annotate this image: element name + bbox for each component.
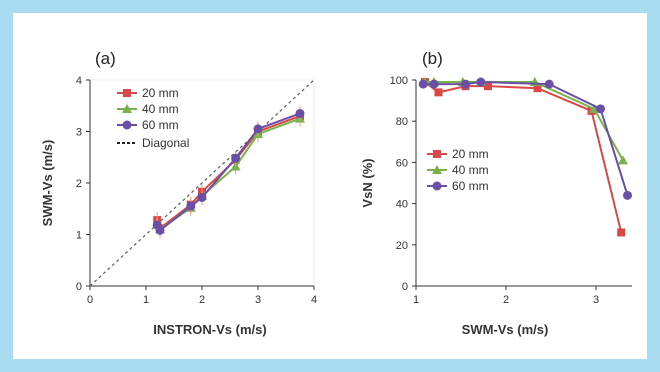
legend-swatch-marker-0-2 — [122, 120, 132, 130]
y-tick-label-1-3: 60 — [396, 157, 408, 169]
data-point-1-0-1 — [434, 88, 443, 97]
data-point-1-0-3 — [484, 82, 492, 91]
y-tick-label-0-4: 4 — [76, 75, 82, 87]
y-axis-label-a: SWM-Vs (m/s) — [40, 140, 55, 227]
data-point-1-2-1 — [429, 79, 439, 89]
legend-swatch-marker-1-1 — [432, 165, 442, 174]
y-tick-label-0-0: 0 — [76, 281, 82, 293]
data-point-0-2-2 — [186, 201, 196, 211]
x-tick-label-1-0: 1 — [413, 294, 419, 306]
legend-a: 20 mm 40 mm 60 mm Diagonal — [117, 86, 189, 150]
ticks-b: 1 2 3 0 20 40 60 80 100 — [390, 75, 599, 306]
data-point-0-2-3 — [197, 192, 207, 202]
y-tick-label-1-0: 0 — [402, 281, 408, 293]
legend-b: 20 mm 40 mm 60 mm — [427, 147, 489, 193]
panel-label-a: (a) — [95, 49, 116, 68]
x-tick-label-1-1: 2 — [503, 294, 509, 306]
legend-swatch-marker-1-0 — [433, 150, 441, 158]
y-tick-label-1-5: 100 — [390, 75, 408, 87]
x-tick-label-0-0: 0 — [87, 294, 93, 306]
legend-a-diagonal: Diagonal — [142, 136, 189, 150]
x-tick-label-0-3: 3 — [255, 294, 261, 306]
data-point-0-2-6 — [295, 108, 305, 118]
y-axis-label-b: VsN (%) — [360, 158, 375, 207]
panel-label-b: (b) — [422, 49, 443, 68]
data-point-0-2-1 — [155, 225, 165, 235]
legend-swatch-marker-1-2 — [432, 181, 442, 191]
data-point-0-2-5 — [253, 124, 263, 134]
chart-b: (b) 1 2 3 0 20 40 60 80 100 SWM-Vs (m/s) VsN (%)… — [360, 49, 632, 337]
y-tick-label-1-2: 40 — [396, 199, 408, 211]
x-axis-label-a: INSTRON-Vs (m/s) — [153, 322, 266, 337]
legend-b-60mm: 60 mm — [452, 179, 489, 193]
data-point-1-2-3 — [476, 77, 486, 87]
data-point-1-2-5 — [596, 104, 605, 114]
y-tick-label-0-2: 2 — [76, 178, 82, 190]
figure-panel — [13, 13, 647, 359]
legend-a-20mm: 20 mm — [142, 86, 179, 100]
series-a — [152, 105, 305, 239]
data-point-0-2-4 — [231, 153, 241, 163]
y-tick-label-1-4: 80 — [396, 116, 408, 128]
x-tick-label-0-1: 1 — [143, 294, 149, 306]
series-b — [418, 77, 632, 237]
data-point-1-2-2 — [461, 79, 470, 89]
legend-a-40mm: 40 mm — [142, 102, 179, 116]
data-point-1-0-6 — [617, 228, 626, 237]
data-point-1-2-0 — [418, 79, 428, 89]
x-tick-label-1-2: 3 — [593, 294, 599, 306]
y-tick-label-1-1: 20 — [396, 240, 408, 252]
data-point-1-2-6 — [623, 190, 632, 200]
y-tick-label-0-1: 1 — [76, 230, 82, 242]
chart-a: (a) 0 1 2 3 4 0 1 2 3 4 INSTRON-Vs (m/s) SWM-Vs (… — [40, 49, 317, 337]
data-point-1-1-6 — [618, 155, 628, 165]
legend-swatch-marker-0-1 — [122, 104, 132, 113]
data-point-1-0-4 — [533, 84, 542, 93]
y-tick-label-0-3: 3 — [76, 127, 82, 139]
x-tick-label-0-2: 2 — [199, 294, 205, 306]
legend-a-60mm: 60 mm — [142, 118, 179, 132]
legend-b-20mm: 20 mm — [452, 147, 489, 161]
x-tick-label-0-4: 4 — [311, 294, 317, 306]
diagonal-line-a — [89, 79, 315, 287]
data-point-1-2-4 — [544, 79, 554, 89]
legend-b-40mm: 40 mm — [452, 163, 489, 177]
ticks-a: 0 1 2 3 4 0 1 2 3 4 — [76, 75, 317, 306]
x-axis-label-b: SWM-Vs (m/s) — [462, 322, 549, 337]
legend-swatch-marker-0-0 — [123, 89, 131, 97]
